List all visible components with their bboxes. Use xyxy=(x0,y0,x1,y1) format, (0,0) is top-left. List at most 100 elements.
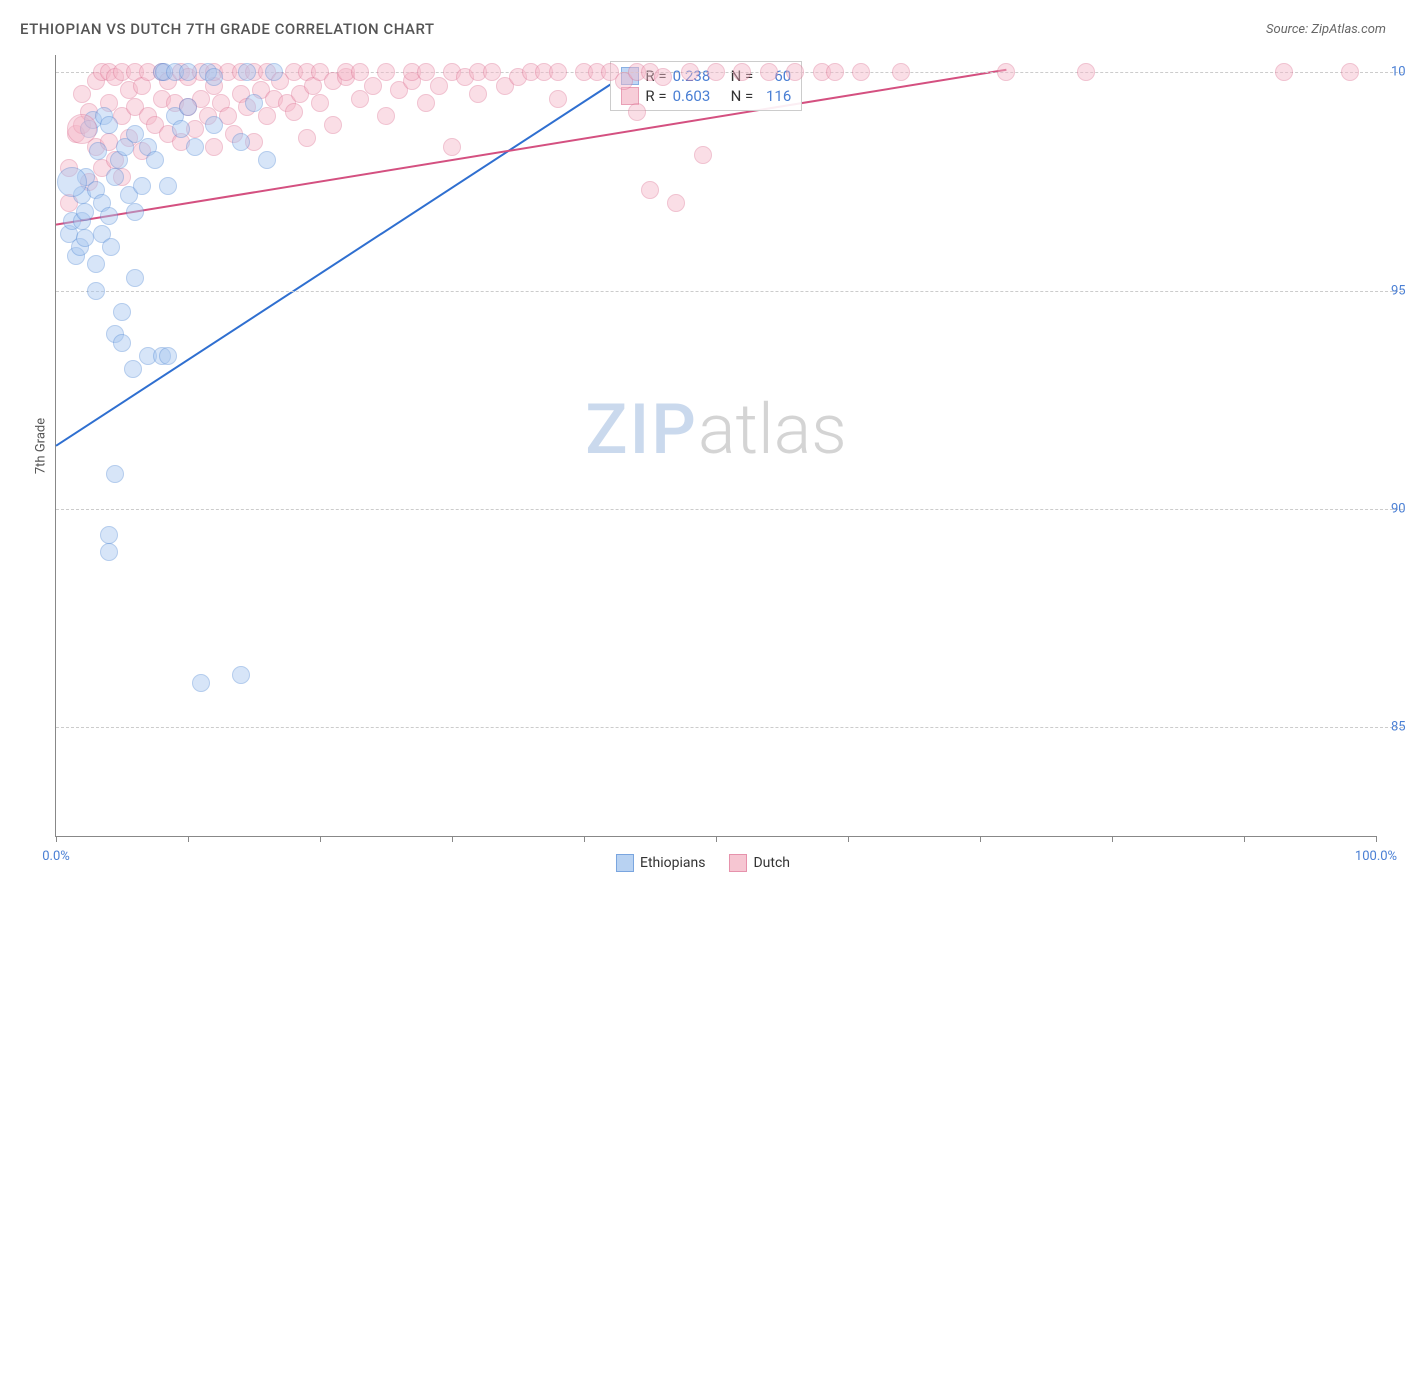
scatter-point xyxy=(786,63,804,81)
bottom-legend-item: Ethiopians xyxy=(616,854,705,872)
scatter-point xyxy=(377,107,395,125)
watermark-zip: ZIP xyxy=(585,389,698,471)
x-tick xyxy=(1376,836,1377,842)
x-tick xyxy=(848,836,849,842)
scatter-point xyxy=(469,85,487,103)
scatter-point xyxy=(443,138,461,156)
scatter-point-large xyxy=(67,114,97,144)
grid-line xyxy=(56,509,1403,510)
scatter-point xyxy=(232,666,250,684)
scatter-point xyxy=(159,177,177,195)
scatter-point xyxy=(377,63,395,81)
scatter-point xyxy=(826,63,844,81)
scatter-point xyxy=(681,63,699,81)
scatter-point xyxy=(997,63,1015,81)
scatter-point xyxy=(1077,63,1095,81)
scatter-point xyxy=(100,116,118,134)
y-tick-label: 90.0% xyxy=(1391,501,1406,516)
scatter-point xyxy=(186,138,204,156)
x-tick xyxy=(980,836,981,842)
scatter-point xyxy=(113,334,131,352)
bottom-legend: Ethiopians Dutch xyxy=(616,854,790,872)
scatter-point xyxy=(417,94,435,112)
scatter-point xyxy=(205,68,223,86)
scatter-point xyxy=(285,103,303,121)
scatter-point xyxy=(1341,63,1359,81)
x-tick xyxy=(1112,836,1113,842)
scatter-point xyxy=(733,63,751,81)
scatter-point xyxy=(707,63,725,81)
scatter-point xyxy=(100,526,118,544)
scatter-point xyxy=(126,269,144,287)
scatter-point xyxy=(179,63,197,81)
scatter-point xyxy=(89,142,107,160)
scatter-point xyxy=(760,63,778,81)
scatter-point xyxy=(146,151,164,169)
trend-lines xyxy=(56,55,1376,1375)
scatter-point xyxy=(298,129,316,147)
scatter-point xyxy=(549,90,567,108)
scatter-point xyxy=(258,151,276,169)
legend-swatch xyxy=(616,854,634,872)
scatter-point xyxy=(126,203,144,221)
legend-label: Dutch xyxy=(753,855,790,871)
r-label: R = xyxy=(645,87,666,105)
scatter-point xyxy=(172,120,190,138)
source-label: Source: ZipAtlas.com xyxy=(1266,22,1386,37)
x-tick xyxy=(56,836,57,842)
grid-line xyxy=(56,291,1403,292)
scatter-point xyxy=(324,116,342,134)
scatter-point xyxy=(892,63,910,81)
chart-title: ETHIOPIAN VS DUTCH 7TH GRADE CORRELATION… xyxy=(20,20,435,38)
legend-swatch xyxy=(729,854,747,872)
scatter-point xyxy=(76,203,94,221)
x-tick xyxy=(716,836,717,842)
n-label: N = xyxy=(731,87,754,105)
scatter-point xyxy=(87,282,105,300)
y-tick-label: 85.0% xyxy=(1391,719,1406,734)
r-value: 0.603 xyxy=(673,87,725,105)
x-tick xyxy=(584,836,585,842)
scatter-point xyxy=(100,207,118,225)
scatter-point-large xyxy=(57,167,87,197)
x-tick-label: 100.0% xyxy=(1355,849,1397,864)
scatter-point xyxy=(192,674,210,692)
scatter-point xyxy=(205,116,223,134)
x-tick-label: 0.0% xyxy=(42,849,70,864)
scatter-point xyxy=(311,94,329,112)
scatter-point xyxy=(549,63,567,81)
y-axis-label: 7th Grade xyxy=(34,418,49,474)
x-tick xyxy=(452,836,453,842)
stats-legend-row: R = 0.603 N = 116 xyxy=(621,86,791,106)
scatter-point xyxy=(106,168,124,186)
scatter-point xyxy=(232,133,250,151)
x-tick xyxy=(320,836,321,842)
scatter-point xyxy=(265,63,283,81)
legend-label: Ethiopians xyxy=(640,855,705,871)
plot-container: 7th Grade ZIPatlas R =0.238N =60R =0.603… xyxy=(55,55,1376,837)
scatter-point xyxy=(641,181,659,199)
n-value: 116 xyxy=(759,87,791,105)
y-tick-label: 95.0% xyxy=(1391,283,1406,298)
plot-area: ZIPatlas R =0.238N =60R =0.603N =116 85.… xyxy=(55,55,1376,837)
scatter-point xyxy=(1275,63,1293,81)
scatter-point xyxy=(258,107,276,125)
scatter-point xyxy=(654,68,672,86)
scatter-point xyxy=(76,229,94,247)
scatter-point xyxy=(205,138,223,156)
scatter-point xyxy=(694,146,712,164)
scatter-point xyxy=(87,255,105,273)
x-tick xyxy=(188,836,189,842)
scatter-point xyxy=(159,347,177,365)
title-bar: ETHIOPIAN VS DUTCH 7TH GRADE CORRELATION… xyxy=(20,20,1386,38)
scatter-point xyxy=(179,98,197,116)
scatter-point xyxy=(667,194,685,212)
scatter-point xyxy=(238,63,256,81)
watermark: ZIPatlas xyxy=(585,389,847,471)
scatter-point xyxy=(852,63,870,81)
scatter-point xyxy=(106,465,124,483)
scatter-point xyxy=(100,543,118,561)
y-tick-label: 100.0% xyxy=(1391,65,1406,80)
scatter-point xyxy=(628,103,646,121)
watermark-atlas: atlas xyxy=(698,389,847,471)
